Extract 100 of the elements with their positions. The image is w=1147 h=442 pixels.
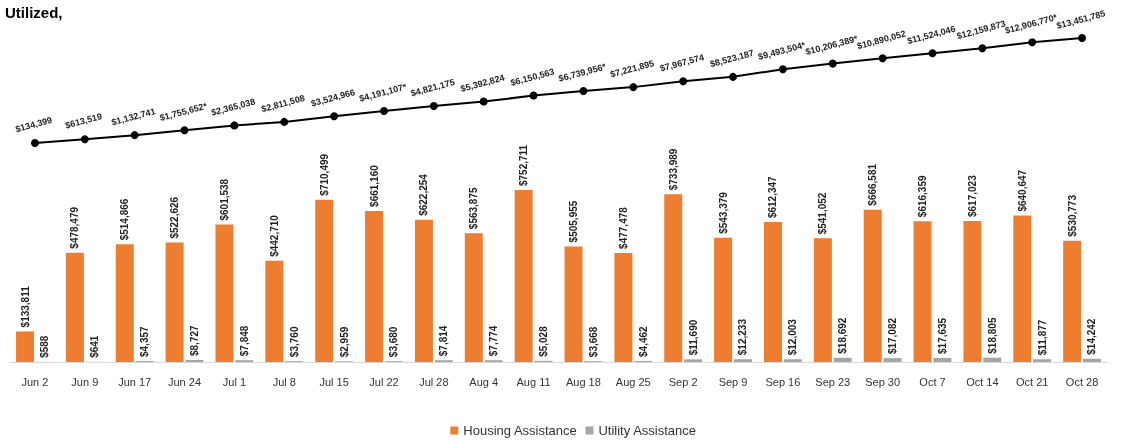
point	[330, 112, 339, 121]
x-tick-label: Jun 9	[71, 375, 99, 388]
x-tick-label: Aug 11	[516, 375, 551, 388]
data-label: $11,690	[687, 319, 699, 356]
data-label: $478,479	[69, 206, 81, 249]
bar	[933, 357, 952, 362]
x-tick-label: Oct 7	[919, 375, 946, 388]
x-tick-label: Jun 17	[118, 375, 152, 388]
data-label: $7,848	[238, 325, 250, 357]
bar	[813, 238, 832, 362]
data-label: $3,680	[388, 326, 400, 358]
data-label: $601,538	[218, 178, 230, 221]
data-label: $588	[39, 335, 51, 358]
data-label: $134,399	[14, 114, 54, 135]
data-label: $640,647	[1016, 169, 1028, 212]
data-label: $18,805	[986, 317, 998, 354]
x-tick-label: Aug 18	[565, 375, 601, 388]
data-label: $543,379	[717, 191, 729, 234]
point	[130, 131, 139, 140]
bar	[564, 246, 583, 362]
bar	[983, 357, 1002, 362]
data-label: $12,233	[737, 318, 749, 356]
x-tick-label: Sep 30	[865, 375, 901, 388]
bar	[464, 233, 483, 362]
bar	[1063, 240, 1082, 362]
x-tick-label: Jul 28	[419, 375, 449, 388]
data-label: $530,773	[1066, 194, 1078, 237]
data-label: $622,254	[418, 173, 430, 216]
bar	[365, 210, 384, 362]
bar	[614, 252, 633, 362]
data-label: $18,692	[837, 317, 849, 354]
point	[280, 117, 289, 126]
data-label: $616,359	[917, 175, 929, 218]
bar	[664, 194, 683, 362]
point	[230, 121, 239, 130]
bar	[115, 244, 134, 362]
data-label: $12,003	[787, 318, 799, 356]
bar	[315, 199, 334, 362]
data-label: $661,160	[368, 164, 380, 207]
data-label: $2,959	[338, 326, 350, 358]
data-label: $477,478	[617, 206, 629, 249]
data-label: $7,814	[438, 325, 450, 357]
data-label: $666,581	[867, 163, 879, 206]
data-label: $5,028	[537, 325, 549, 357]
bar	[265, 260, 284, 362]
bar	[65, 252, 84, 362]
x-tick-label: Jul 22	[369, 375, 399, 388]
bar	[863, 209, 882, 362]
x-tick-label: Aug 25	[615, 375, 651, 388]
x-tick-label: Sep 9	[718, 375, 748, 388]
x-tick-label: Sep 2	[668, 375, 698, 388]
bar	[714, 237, 733, 362]
data-label: $541,052	[817, 192, 829, 235]
point	[1078, 34, 1087, 42]
x-tick-label: Jul 15	[319, 375, 349, 388]
bar	[16, 331, 35, 362]
legend-label: Housing Assistance	[463, 423, 577, 438]
bar	[833, 357, 852, 362]
data-label: $710,499	[318, 153, 330, 196]
bar	[963, 221, 982, 362]
data-label: $514,866	[119, 198, 131, 241]
point	[828, 59, 837, 68]
bar	[883, 358, 902, 362]
legend-label: Utility Assistance	[598, 423, 697, 438]
bar	[414, 219, 433, 362]
point	[729, 72, 738, 81]
data-label: $11,877	[1036, 319, 1048, 356]
point	[80, 135, 89, 144]
data-label: $7,774	[488, 325, 500, 357]
data-label: $4,462	[637, 325, 649, 357]
bar	[165, 242, 184, 362]
data-label: $14,242	[1086, 318, 1098, 355]
chart-title: Utilized,	[5, 4, 63, 21]
x-tick-label: Aug 4	[469, 375, 499, 388]
x-tick-label: Sep 23	[815, 375, 851, 388]
data-label: $3,760	[288, 326, 300, 358]
point	[429, 102, 438, 111]
bar	[1082, 358, 1101, 362]
data-label: $133,811	[19, 285, 31, 328]
data-label: $612,347	[767, 175, 779, 219]
x-tick-label: Jul 1	[222, 375, 247, 388]
x-tick-label: Oct 21	[1016, 375, 1049, 388]
data-label: $563,875	[468, 187, 480, 230]
point	[579, 86, 588, 95]
x-tick-label: Sep 16	[765, 375, 801, 388]
data-label: $17,082	[887, 317, 899, 355]
data-label: $752,711	[518, 144, 530, 186]
data-label: $522,626	[169, 196, 181, 239]
x-tick-label: Jun 2	[21, 375, 49, 388]
data-label: $505,955	[568, 200, 580, 243]
bar	[1033, 359, 1052, 362]
point	[778, 65, 787, 74]
point	[679, 77, 688, 86]
x-tick-label: Jul 8	[272, 375, 296, 388]
x-tick-label: Jun 24	[168, 375, 202, 388]
point	[180, 126, 189, 135]
bar	[514, 190, 533, 362]
bar	[215, 224, 234, 362]
data-label: $617,023	[966, 174, 978, 218]
point	[1028, 38, 1037, 47]
